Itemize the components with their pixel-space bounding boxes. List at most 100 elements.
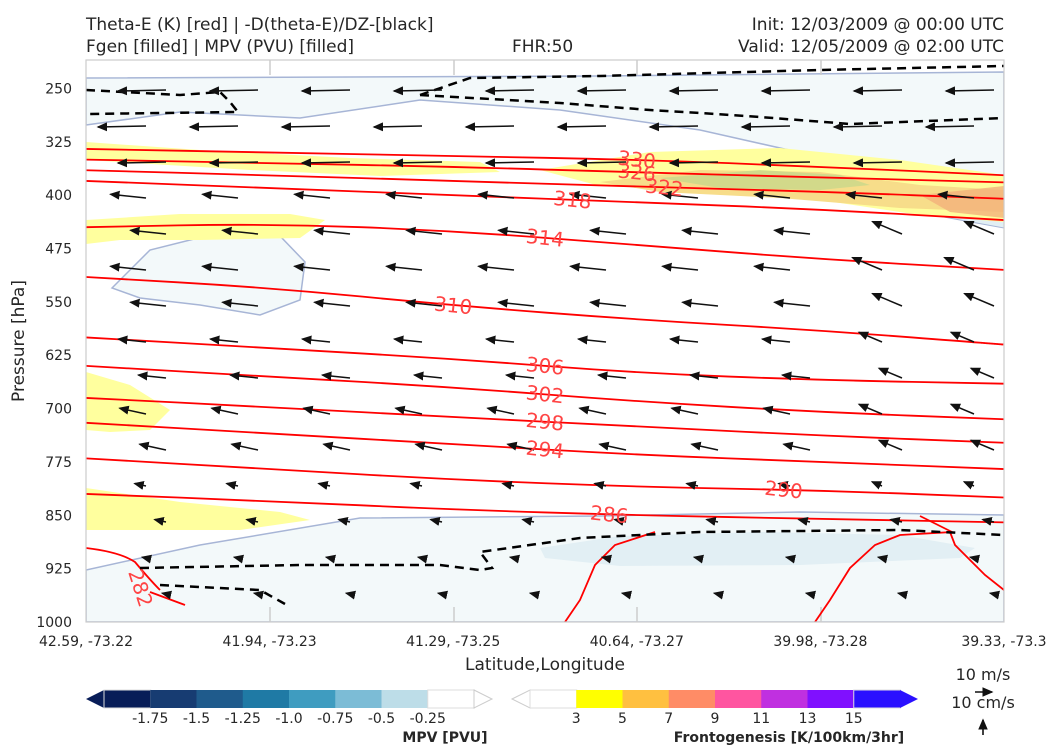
wind-arrow bbox=[688, 371, 719, 381]
colorbar-swatch bbox=[807, 690, 855, 708]
wind-vectors bbox=[96, 86, 1000, 600]
wind-arrow bbox=[129, 298, 167, 308]
colorbar-tick-label: -1.25 bbox=[225, 711, 261, 727]
wind-arrow bbox=[685, 481, 699, 490]
colorbar-swatch bbox=[761, 690, 808, 708]
wind-arrow bbox=[477, 262, 515, 272]
wind-arrow bbox=[620, 590, 632, 600]
dashed-line-top-left bbox=[86, 88, 241, 116]
wind-arrow bbox=[857, 403, 883, 415]
fgen-region-mid-left bbox=[86, 214, 325, 244]
y-tick-label: 250 bbox=[45, 81, 72, 97]
wind-arrow bbox=[852, 158, 903, 168]
wind-arrow bbox=[876, 554, 888, 564]
theta-e-contour-322 bbox=[86, 169, 1004, 200]
wind-arrow bbox=[593, 481, 607, 490]
wind-reference: 10 m/s 10 cm/s bbox=[951, 665, 1015, 735]
y-tick-label: 1000 bbox=[36, 615, 72, 631]
y-tick-label: 400 bbox=[45, 188, 72, 204]
wind-arrow bbox=[762, 405, 791, 415]
colorbar-tick-label: 5 bbox=[618, 711, 627, 727]
theta-e-contour-326 bbox=[86, 158, 1004, 184]
dashed-line-top-right bbox=[419, 64, 1004, 97]
colorbar-swatch bbox=[103, 689, 152, 709]
wind-arrow bbox=[392, 86, 443, 96]
wind-arrow bbox=[337, 517, 351, 526]
wind-arrow bbox=[484, 86, 535, 96]
wind-arrow bbox=[943, 256, 975, 271]
ref-label-vertical: 10 cm/s bbox=[951, 693, 1015, 712]
contour-label-298: 298 bbox=[525, 408, 565, 436]
wind-arrow bbox=[521, 517, 535, 526]
wind-arrow bbox=[429, 517, 443, 526]
wind-arrow bbox=[661, 262, 699, 272]
wind-arrow bbox=[405, 298, 443, 308]
wind-arrow bbox=[486, 405, 515, 415]
wind-arrow bbox=[760, 158, 811, 168]
colorbar-swatch bbox=[529, 689, 578, 709]
wind-arrow bbox=[232, 554, 244, 564]
wind-arrow bbox=[392, 158, 443, 168]
wind-arrow bbox=[692, 554, 704, 564]
wind-arrow bbox=[392, 335, 423, 345]
fgen-region-left-700 bbox=[86, 372, 170, 432]
wind-arrow bbox=[556, 122, 607, 132]
wind-arrow bbox=[302, 405, 331, 415]
wind-arrow bbox=[293, 190, 331, 200]
colorbar-swatch bbox=[622, 690, 670, 708]
wind-arrow bbox=[569, 262, 607, 272]
dashed-line-surface bbox=[159, 583, 286, 606]
y-axis-ticks: 250 325 400 475 550 625 700 775 850 925 1000 bbox=[36, 81, 72, 631]
wind-arrow bbox=[589, 298, 627, 308]
wind-arrow bbox=[140, 554, 152, 564]
contour-label-302: 302 bbox=[525, 380, 565, 408]
theta-e-contour-330 bbox=[86, 148, 1004, 177]
wind-arrow bbox=[322, 441, 351, 451]
wind-arrow bbox=[784, 554, 796, 564]
wind-arrow bbox=[760, 86, 811, 96]
wind-arrow bbox=[797, 517, 811, 526]
wind-arrow bbox=[576, 158, 627, 168]
y-tick-label: 550 bbox=[45, 295, 72, 311]
wind-arrow bbox=[773, 226, 811, 236]
wind-arrow bbox=[760, 335, 791, 345]
wind-arrow bbox=[712, 590, 724, 600]
wind-arrow bbox=[576, 86, 627, 96]
wind-arrow bbox=[877, 439, 903, 451]
y-tick-label: 475 bbox=[45, 242, 72, 258]
theta-e-contours bbox=[86, 148, 1004, 524]
wind-arrow bbox=[681, 298, 719, 308]
colorbar-tick-label: -0.75 bbox=[317, 711, 353, 727]
wind-arrow bbox=[313, 298, 351, 308]
wind-arrow bbox=[949, 403, 975, 415]
wind-arrow bbox=[508, 554, 520, 564]
wind-arrow bbox=[740, 122, 791, 132]
wind-arrow bbox=[705, 517, 719, 526]
wind-arrow bbox=[188, 122, 239, 132]
wind-arrow bbox=[576, 335, 607, 345]
y-tick-label: 625 bbox=[45, 348, 72, 364]
theta-e-contour-314 bbox=[86, 223, 1004, 271]
x-tick-label: 41.29, -73.25 bbox=[406, 634, 500, 650]
wind-arrow bbox=[871, 220, 903, 235]
wind-arrow bbox=[668, 158, 719, 168]
colorbar-swatch bbox=[242, 690, 290, 708]
wind-arrow bbox=[896, 590, 908, 600]
wind-arrow bbox=[851, 256, 883, 271]
wind-arrow bbox=[613, 517, 627, 526]
contour-label-326: 326 bbox=[617, 158, 657, 186]
wind-arrow bbox=[344, 590, 356, 600]
fgen-colorbar-title: Frontogenesis [K/100km/3hr] bbox=[674, 730, 904, 746]
wind-arrow bbox=[116, 86, 167, 96]
wind-arrow bbox=[600, 554, 612, 564]
wind-arrow bbox=[228, 371, 259, 381]
wind-arrow bbox=[753, 190, 791, 200]
wind-arrow bbox=[409, 481, 423, 490]
contour-label-330: 330 bbox=[617, 146, 657, 174]
wind-arrow bbox=[136, 371, 167, 381]
wind-arrow bbox=[988, 590, 1000, 600]
wind-arrow bbox=[944, 158, 995, 168]
wind-arrow bbox=[497, 226, 535, 236]
fgen-colorbar: 3 5 7 9 11 13 15 Frontogenesis [K/100km/3hr] bbox=[510, 689, 918, 746]
title-left-line2: Fgen [filled] | MPV (PVU) [filled] bbox=[86, 37, 355, 57]
